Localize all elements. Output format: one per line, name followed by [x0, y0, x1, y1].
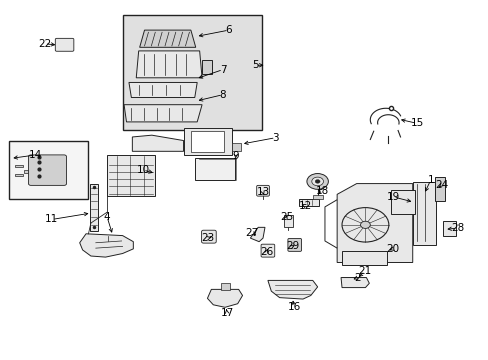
- FancyBboxPatch shape: [256, 185, 269, 196]
- Bar: [443, 221, 455, 235]
- Text: 17: 17: [220, 308, 233, 318]
- Text: 23: 23: [201, 233, 214, 243]
- Circle shape: [315, 180, 320, 183]
- Polygon shape: [80, 234, 133, 257]
- Polygon shape: [132, 135, 183, 151]
- Text: 10: 10: [136, 165, 149, 175]
- Bar: [299, 199, 318, 206]
- Polygon shape: [129, 82, 197, 98]
- FancyBboxPatch shape: [55, 39, 74, 51]
- Bar: [190, 131, 224, 152]
- Bar: [15, 174, 23, 176]
- Text: 20: 20: [386, 244, 399, 254]
- Text: 14: 14: [29, 150, 42, 160]
- Bar: [90, 184, 98, 231]
- Bar: [312, 195, 322, 199]
- Bar: [341, 251, 386, 265]
- Text: 2: 2: [354, 273, 360, 283]
- Text: 4: 4: [103, 212, 110, 221]
- Text: 11: 11: [45, 215, 59, 224]
- Bar: [107, 155, 155, 196]
- Text: 29: 29: [286, 241, 299, 251]
- Bar: [412, 182, 435, 244]
- Text: 24: 24: [434, 180, 447, 190]
- Text: 15: 15: [409, 118, 423, 128]
- Bar: [122, 15, 261, 130]
- Polygon shape: [140, 30, 195, 47]
- Polygon shape: [267, 280, 317, 299]
- FancyBboxPatch shape: [28, 155, 66, 185]
- Bar: [183, 128, 232, 155]
- Text: 16: 16: [287, 302, 300, 312]
- Circle shape: [360, 221, 369, 228]
- Bar: [194, 158, 234, 180]
- Polygon shape: [207, 289, 242, 307]
- Polygon shape: [124, 105, 202, 122]
- Bar: [15, 165, 23, 167]
- Text: 3: 3: [272, 133, 279, 143]
- FancyBboxPatch shape: [287, 238, 301, 251]
- Text: 27: 27: [245, 228, 259, 238]
- Text: 22: 22: [38, 39, 51, 49]
- Bar: [58, 40, 70, 48]
- FancyBboxPatch shape: [201, 230, 216, 243]
- Text: 13: 13: [256, 187, 269, 197]
- Circle shape: [311, 177, 323, 186]
- Bar: [390, 190, 414, 214]
- Text: 19: 19: [386, 192, 399, 202]
- Text: 25: 25: [279, 212, 292, 222]
- Bar: [9, 140, 88, 199]
- Circle shape: [306, 174, 328, 189]
- Bar: [202, 60, 211, 74]
- Text: 12: 12: [298, 201, 311, 211]
- Bar: [221, 283, 229, 291]
- Text: 6: 6: [225, 25, 232, 35]
- Polygon shape: [250, 227, 264, 242]
- Text: 8: 8: [219, 90, 226, 100]
- FancyBboxPatch shape: [261, 244, 274, 257]
- Bar: [24, 170, 32, 173]
- Text: 28: 28: [450, 223, 463, 233]
- Polygon shape: [340, 278, 368, 288]
- Bar: [283, 215, 293, 226]
- Polygon shape: [336, 184, 412, 262]
- Text: 1: 1: [427, 175, 433, 185]
- Text: 26: 26: [259, 247, 272, 257]
- Bar: [434, 177, 445, 201]
- Bar: [341, 277, 356, 283]
- Text: 9: 9: [232, 150, 239, 161]
- Text: 7: 7: [219, 64, 226, 75]
- Text: 18: 18: [315, 186, 328, 197]
- Text: 5: 5: [251, 60, 258, 70]
- Bar: [232, 143, 241, 150]
- Text: 21: 21: [358, 266, 371, 276]
- Polygon shape: [136, 51, 202, 78]
